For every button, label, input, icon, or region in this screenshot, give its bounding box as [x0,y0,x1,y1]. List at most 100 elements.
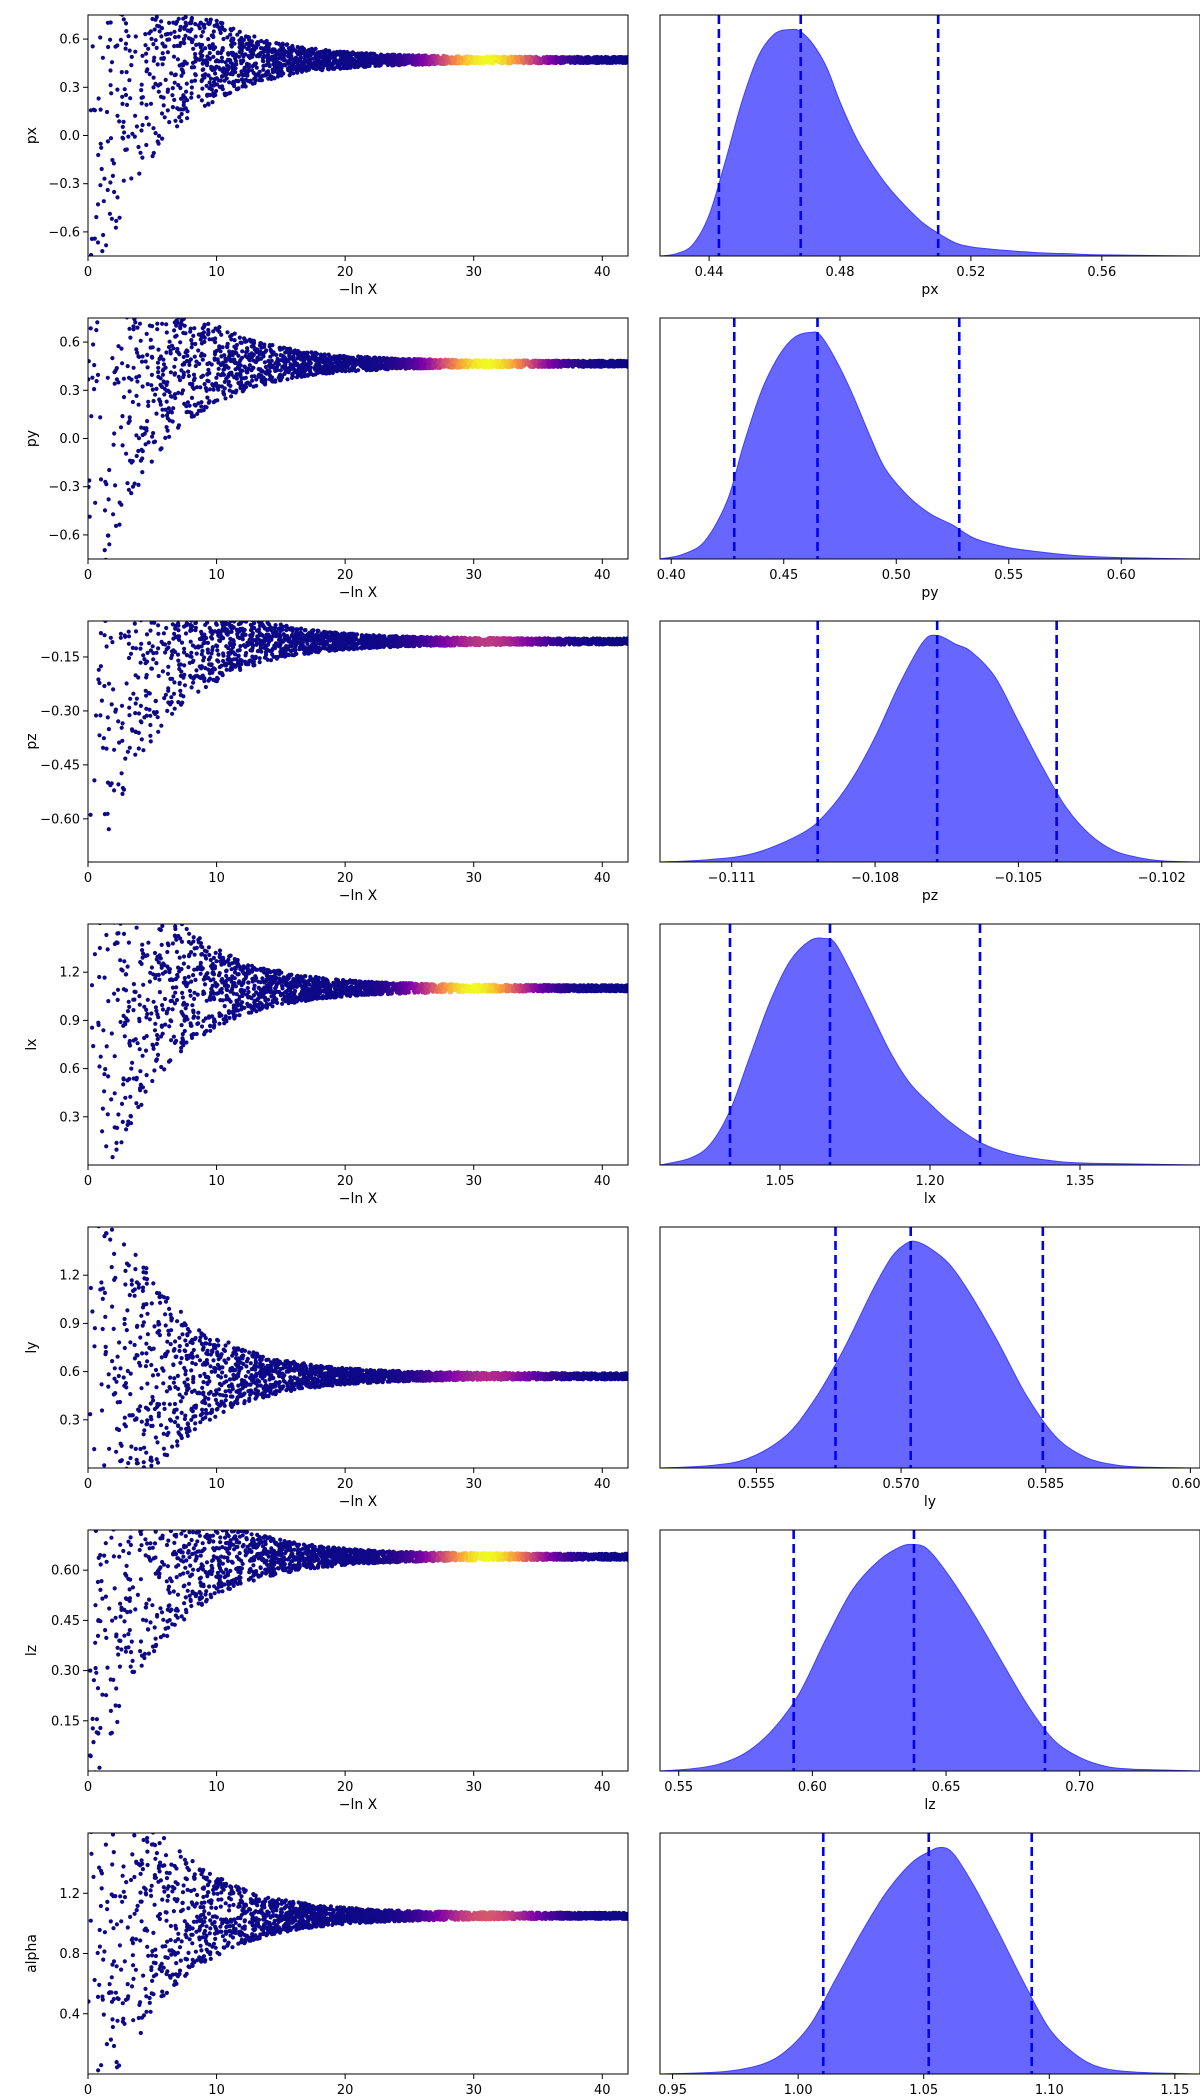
trace-point [218,50,223,56]
trace-point [309,355,314,360]
trace-point [133,113,138,118]
trace-point [94,328,99,333]
trace-point [327,48,332,54]
trace-point [99,166,104,172]
trace-point [289,53,294,59]
trace-point [181,40,186,45]
trace-point [286,68,291,73]
trace-point [525,56,530,61]
trace-point [173,294,177,298]
trace-point [120,414,125,419]
trace-point [314,351,320,356]
trace-point [159,384,165,389]
trace-point [105,139,110,144]
trace-point [158,94,164,99]
trace-point [137,271,141,275]
trace-point [274,49,279,54]
trace-point [106,497,111,502]
trace-point [365,57,370,62]
trace-point [165,50,170,55]
trace-point [372,58,377,64]
trace-point [157,279,161,283]
trace-point [156,133,162,138]
trace-point [111,442,116,447]
trace-point [147,72,152,77]
trace-point [272,64,277,69]
trace-point [151,75,156,80]
trace-point [96,96,101,101]
trace-point [189,95,194,100]
trace-point [566,360,571,365]
trace-point [98,269,102,273]
trace-point [207,337,212,342]
trace-point [240,73,246,78]
trace-point [213,398,218,403]
trace-point [155,360,161,365]
trace-point [106,6,110,10]
trace-point [101,232,106,238]
trace-point [115,258,119,262]
trace-point [282,53,287,58]
trace-point [109,60,115,65]
trace-point [217,27,222,32]
trace-xtick-label: 20 [337,265,354,280]
trace-point [466,59,472,64]
trace-point [538,57,543,62]
trace-point [271,58,276,63]
trace-point [294,375,300,380]
trace-point [583,57,588,62]
trace-point [211,54,216,60]
trace-point [306,51,311,57]
trace-point [385,52,390,57]
trace-point [128,248,132,252]
trace-point [146,46,151,51]
trace-point [160,279,164,283]
trace-point [251,70,256,76]
trace-point [115,113,120,118]
trace-point [138,458,143,463]
trace-point [172,320,177,325]
trace-point [222,78,227,83]
trace-point [270,343,275,348]
trace-point [304,363,309,368]
trace-point [220,345,225,350]
trace-point [121,119,126,124]
trace-point [206,101,211,106]
trace-point [166,345,172,350]
trace-point [199,334,204,339]
trace-point [233,59,238,64]
trace-point [149,36,154,42]
trace-point [175,124,180,129]
trace-point [237,45,242,50]
trace-point [457,365,463,370]
trace-point [338,355,343,360]
trace-point [292,348,298,353]
trace-point [481,60,487,65]
trace-point [149,372,154,377]
trace-point [209,87,214,92]
trace-point [264,49,269,54]
trace-point [547,56,552,62]
trace-point [244,370,249,375]
trace-point [250,378,255,383]
trace-point [256,357,261,362]
trace-point [120,94,125,99]
trace-point [142,8,146,12]
trace-point [114,218,119,223]
trace-point [571,59,577,64]
trace-point [163,407,168,412]
trace-point [176,16,181,21]
trace-point [257,69,262,74]
trace-point [217,325,222,330]
trace-point [165,310,169,314]
trace-point [153,38,158,43]
trace-point [172,371,178,376]
trace-point [98,0,102,3]
trace-point [145,352,150,357]
trace-point [617,56,622,61]
trace-point [171,313,175,317]
trace-point [112,381,117,386]
trace-point [240,389,245,394]
trace-point [155,292,159,296]
trace-point [225,63,230,68]
